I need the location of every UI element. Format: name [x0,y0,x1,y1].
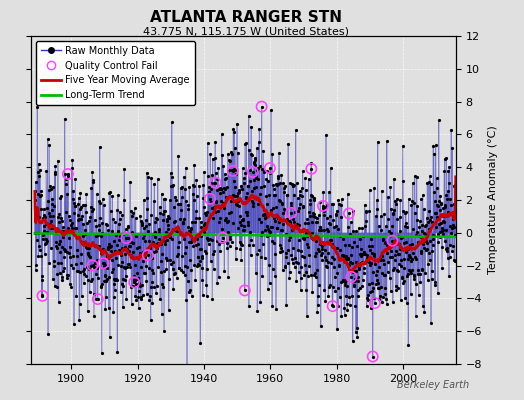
Legend: Raw Monthly Data, Quality Control Fail, Five Year Moving Average, Long-Term Tren: Raw Monthly Data, Quality Control Fail, … [36,41,195,105]
Point [219,234,227,241]
Point [89,262,97,268]
Text: 43.775 N, 115.175 W (United States): 43.775 N, 115.175 W (United States) [143,26,350,36]
Point [130,279,138,286]
Point [307,166,315,172]
Point [99,260,107,266]
Point [38,292,47,299]
Point [144,252,152,258]
Text: ATLANTA RANGER STN: ATLANTA RANGER STN [150,10,342,25]
Point [368,353,377,360]
Point [206,196,214,202]
Point [370,300,379,306]
Point [64,171,72,177]
Point [266,165,274,171]
Point [211,180,220,186]
Point [329,303,337,309]
Text: Berkeley Earth: Berkeley Earth [397,380,469,390]
Point [257,104,266,110]
Point [388,238,397,244]
Point [287,210,296,216]
Point [122,235,130,241]
Point [345,210,353,217]
Point [94,296,102,302]
Point [241,287,249,294]
Point [319,203,327,209]
Point [347,274,356,280]
Y-axis label: Temperature Anomaly (°C): Temperature Anomaly (°C) [488,126,498,274]
Point [228,168,237,174]
Point [248,169,257,175]
